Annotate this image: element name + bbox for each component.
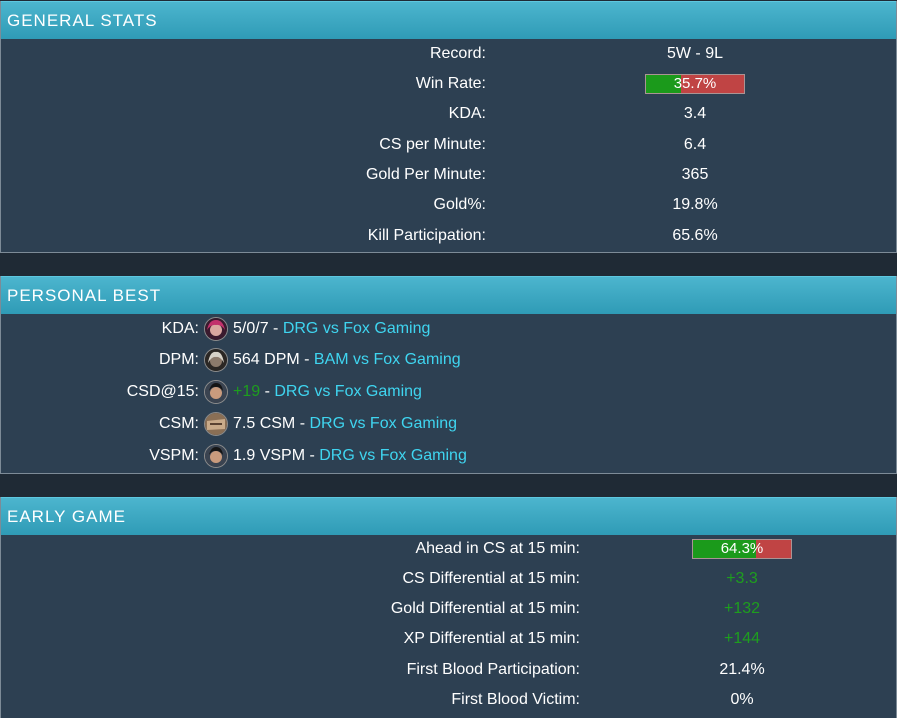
early-value: 21.4% — [719, 661, 765, 678]
personal-best-title: PERSONAL BEST — [1, 276, 896, 314]
stat-row-record: Record: 5W - 9L — [1, 39, 897, 69]
personal-best-row-csd15: CSD@15: +19 - DRG vs Fox Gaming — [1, 377, 897, 407]
stat-value: 6.4 — [683, 136, 707, 153]
stat-label: CS per Minute: — [379, 136, 486, 153]
pink-hair-champion-icon — [204, 317, 228, 341]
win-rate-bar: 35.7% — [645, 74, 745, 94]
personal-best-label: DPM: — [159, 351, 199, 368]
early-row-xp-diff: XP Differential at 15 min: +144 — [1, 624, 897, 654]
separator: - — [295, 415, 310, 432]
early-game-title: EARLY GAME — [1, 497, 896, 535]
stat-value: 365 — [681, 166, 709, 183]
wooden-mask-champion-icon — [204, 412, 228, 436]
ahead-cs-value: 64.3% — [720, 540, 764, 557]
stat-label: Gold Per Minute: — [365, 166, 486, 183]
stat-row-gold-per-minute: Gold Per Minute: 365 — [1, 160, 897, 190]
personal-best-stat: 5/0/7 — [233, 320, 269, 337]
personal-best-row-csm: CSM: 7.5 CSM - DRG vs Fox Gaming — [1, 409, 897, 439]
early-label: First Blood Participation: — [406, 661, 580, 678]
personal-best-stat: 564 DPM — [233, 351, 300, 368]
stat-value: 5W - 9L — [666, 45, 723, 62]
early-row-first-blood-victim: First Blood Victim: 0% — [1, 685, 897, 715]
match-link[interactable]: DRG vs Fox Gaming — [309, 415, 458, 432]
early-row-ahead-cs: Ahead in CS at 15 min: 64.3% — [1, 534, 897, 564]
separator: - — [305, 447, 320, 464]
personal-best-label: VSPM: — [149, 447, 199, 464]
stat-label: Record: — [429, 45, 486, 62]
separator: - — [260, 383, 275, 400]
personal-best-label: CSM: — [159, 415, 199, 432]
early-game-panel: EARLY GAME Ahead in CS at 15 min: 64.3% … — [0, 497, 897, 718]
stat-label: Gold%: — [433, 196, 486, 213]
match-link[interactable]: DRG vs Fox Gaming — [282, 320, 431, 337]
early-value: 0% — [730, 691, 754, 708]
gray-hair-champion-icon — [204, 348, 228, 372]
early-label: First Blood Victim: — [451, 691, 580, 708]
personal-best-row-dpm: DPM: 564 DPM - BAM vs Fox Gaming — [1, 345, 897, 375]
early-value: +132 — [723, 600, 761, 617]
early-label: CS Differential at 15 min: — [402, 570, 580, 587]
personal-best-label: CSD@15: — [126, 383, 199, 400]
personal-best-row-vspm: VSPM: 1.9 VSPM - DRG vs Fox Gaming — [1, 441, 897, 471]
stat-row-kill-participation: Kill Participation: 65.6% — [1, 221, 897, 251]
match-link[interactable]: DRG vs Fox Gaming — [274, 383, 422, 400]
personal-best-row-kda: KDA: 5/0/7 - DRG vs Fox Gaming — [1, 314, 897, 344]
personal-best-stat: +19 — [233, 383, 261, 400]
personal-best-stat: 1.9 VSPM — [233, 447, 306, 464]
early-value: +3.3 — [726, 570, 758, 587]
win-rate-bar-fill — [646, 75, 681, 93]
stat-row-kda: KDA: 3.4 — [1, 99, 897, 129]
early-row-cs-diff: CS Differential at 15 min: +3.3 — [1, 564, 897, 594]
stat-row-win-rate: Win Rate: 35.7% — [1, 69, 897, 99]
dark-hair-champion-icon — [204, 380, 228, 404]
personal-best-panel: PERSONAL BEST KDA: 5/0/7 - DRG vs Fox Ga… — [0, 276, 897, 474]
early-row-first-blood-participation: First Blood Participation: 21.4% — [1, 655, 897, 685]
match-link[interactable]: DRG vs Fox Gaming — [319, 447, 467, 464]
early-label: XP Differential at 15 min: — [403, 630, 580, 647]
early-label: Gold Differential at 15 min: — [390, 600, 580, 617]
personal-best-label: KDA: — [161, 320, 199, 337]
general-stats-panel: GENERAL STATS Record: 5W - 9L Win Rate: … — [0, 1, 897, 253]
match-link[interactable]: BAM vs Fox Gaming — [313, 351, 461, 368]
ahead-cs-bar: 64.3% — [692, 539, 792, 559]
stat-row-cs-per-minute: CS per Minute: 6.4 — [1, 130, 897, 160]
early-label: Ahead in CS at 15 min: — [415, 540, 580, 557]
early-row-gold-diff: Gold Differential at 15 min: +132 — [1, 594, 897, 624]
early-value: +144 — [723, 630, 761, 647]
separator: - — [299, 351, 314, 368]
general-stats-title: GENERAL STATS — [1, 1, 896, 39]
stat-row-gold-percent: Gold%: 19.8% — [1, 190, 897, 220]
personal-best-stat: 7.5 CSM — [233, 415, 296, 432]
dark-hair-champion-icon — [204, 444, 228, 468]
ahead-cs-bar-fill — [693, 540, 756, 558]
stat-label: Win Rate: — [415, 75, 486, 92]
win-rate-value: 35.7% — [673, 75, 717, 92]
stat-label: KDA: — [448, 105, 486, 122]
stat-label: Kill Participation: — [367, 227, 486, 244]
separator: - — [268, 320, 283, 337]
stat-value: 3.4 — [683, 105, 707, 122]
stat-value: 65.6% — [672, 227, 718, 244]
stat-value: 19.8% — [672, 196, 718, 213]
